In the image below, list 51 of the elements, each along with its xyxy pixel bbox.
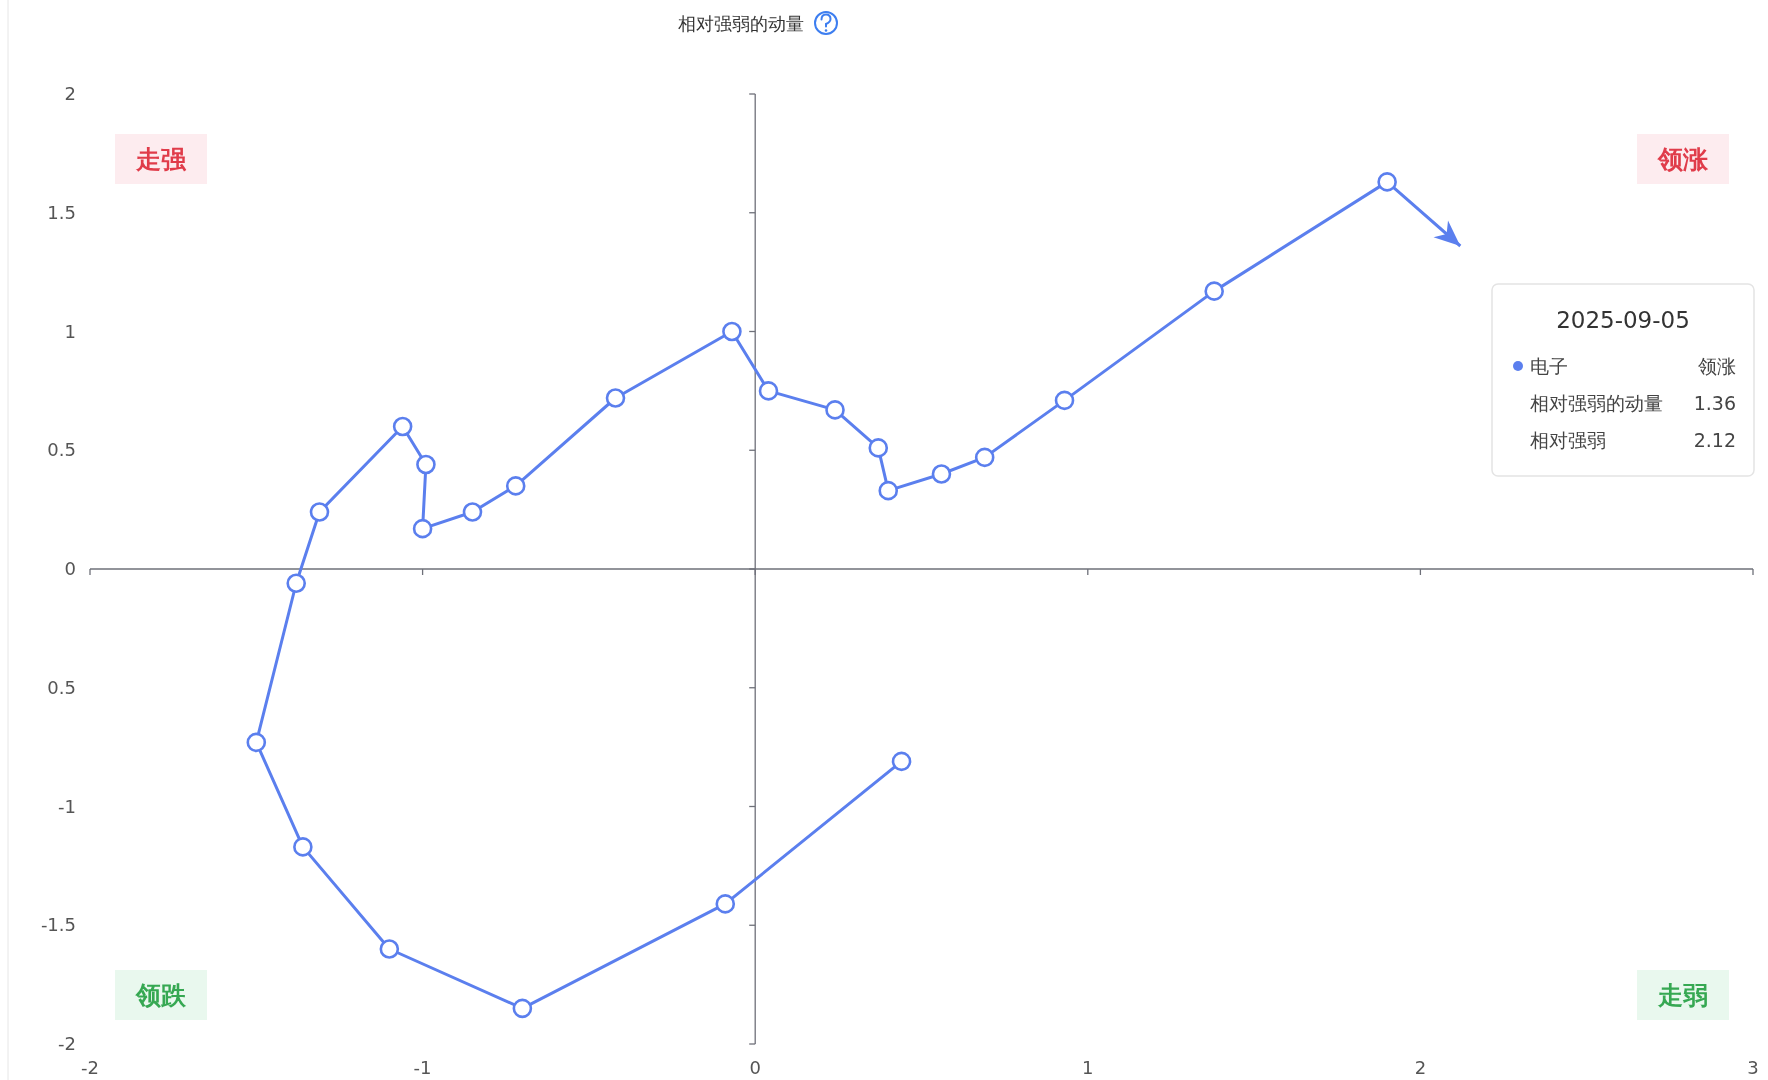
y-tick-label: 1 bbox=[64, 320, 76, 342]
x-tick-label: 0 bbox=[749, 1057, 761, 1078]
annotation: 走强 bbox=[135, 145, 187, 174]
annotation: 相对强弱的动量 bbox=[1530, 392, 1663, 414]
y-tick-label: 0.5 bbox=[47, 439, 76, 461]
point bbox=[605, 388, 626, 408]
annotation: 2.12 bbox=[1693, 429, 1736, 451]
point bbox=[392, 416, 413, 437]
y-tick-label: 2 bbox=[64, 83, 76, 104]
annotation: 领跌 bbox=[135, 981, 187, 1010]
point bbox=[931, 464, 952, 484]
point bbox=[715, 894, 736, 914]
point bbox=[379, 939, 400, 959]
point bbox=[1054, 390, 1075, 411]
point bbox=[462, 502, 483, 522]
point bbox=[868, 438, 889, 458]
annotation: 2025-09-05 bbox=[1556, 307, 1690, 333]
x-tick-label: 1 bbox=[1082, 1057, 1094, 1078]
y-tick-label: -2 bbox=[58, 1033, 76, 1054]
point bbox=[1204, 281, 1224, 301]
point bbox=[416, 454, 436, 475]
point bbox=[891, 751, 912, 772]
legend-label: 电子 bbox=[1530, 355, 1568, 377]
point bbox=[758, 381, 779, 401]
point bbox=[505, 476, 526, 496]
annotation: 领涨 bbox=[1657, 145, 1709, 174]
point bbox=[512, 998, 533, 1019]
point bbox=[974, 447, 995, 468]
y-tick-label: -1.5 bbox=[40, 914, 76, 936]
x-tick-label: 3 bbox=[1747, 1057, 1759, 1078]
point bbox=[293, 837, 313, 857]
y-axis-title: 相对强弱的动量 bbox=[678, 13, 804, 34]
x-tick-label: -2 bbox=[81, 1057, 99, 1078]
point bbox=[309, 502, 330, 522]
annotation: 领涨 bbox=[1698, 355, 1736, 377]
y-tick-label: 0 bbox=[64, 558, 76, 579]
annotation: 走弱 bbox=[1657, 981, 1708, 1010]
y-tick-label: -1 bbox=[58, 795, 76, 817]
annotation: 1.36 bbox=[1693, 392, 1736, 414]
point bbox=[1377, 172, 1397, 192]
point bbox=[286, 573, 307, 594]
x-tick-label: -1 bbox=[413, 1057, 432, 1078]
point bbox=[412, 518, 433, 539]
x-tick-label: 2 bbox=[1414, 1057, 1427, 1078]
y-tick-label: 1.5 bbox=[47, 201, 76, 223]
annotation: 相对强弱 bbox=[1530, 429, 1606, 451]
point bbox=[825, 400, 845, 420]
point bbox=[246, 732, 267, 753]
point bbox=[878, 480, 899, 501]
y-tick-label: 0.5 bbox=[47, 676, 76, 698]
point bbox=[722, 321, 742, 342]
